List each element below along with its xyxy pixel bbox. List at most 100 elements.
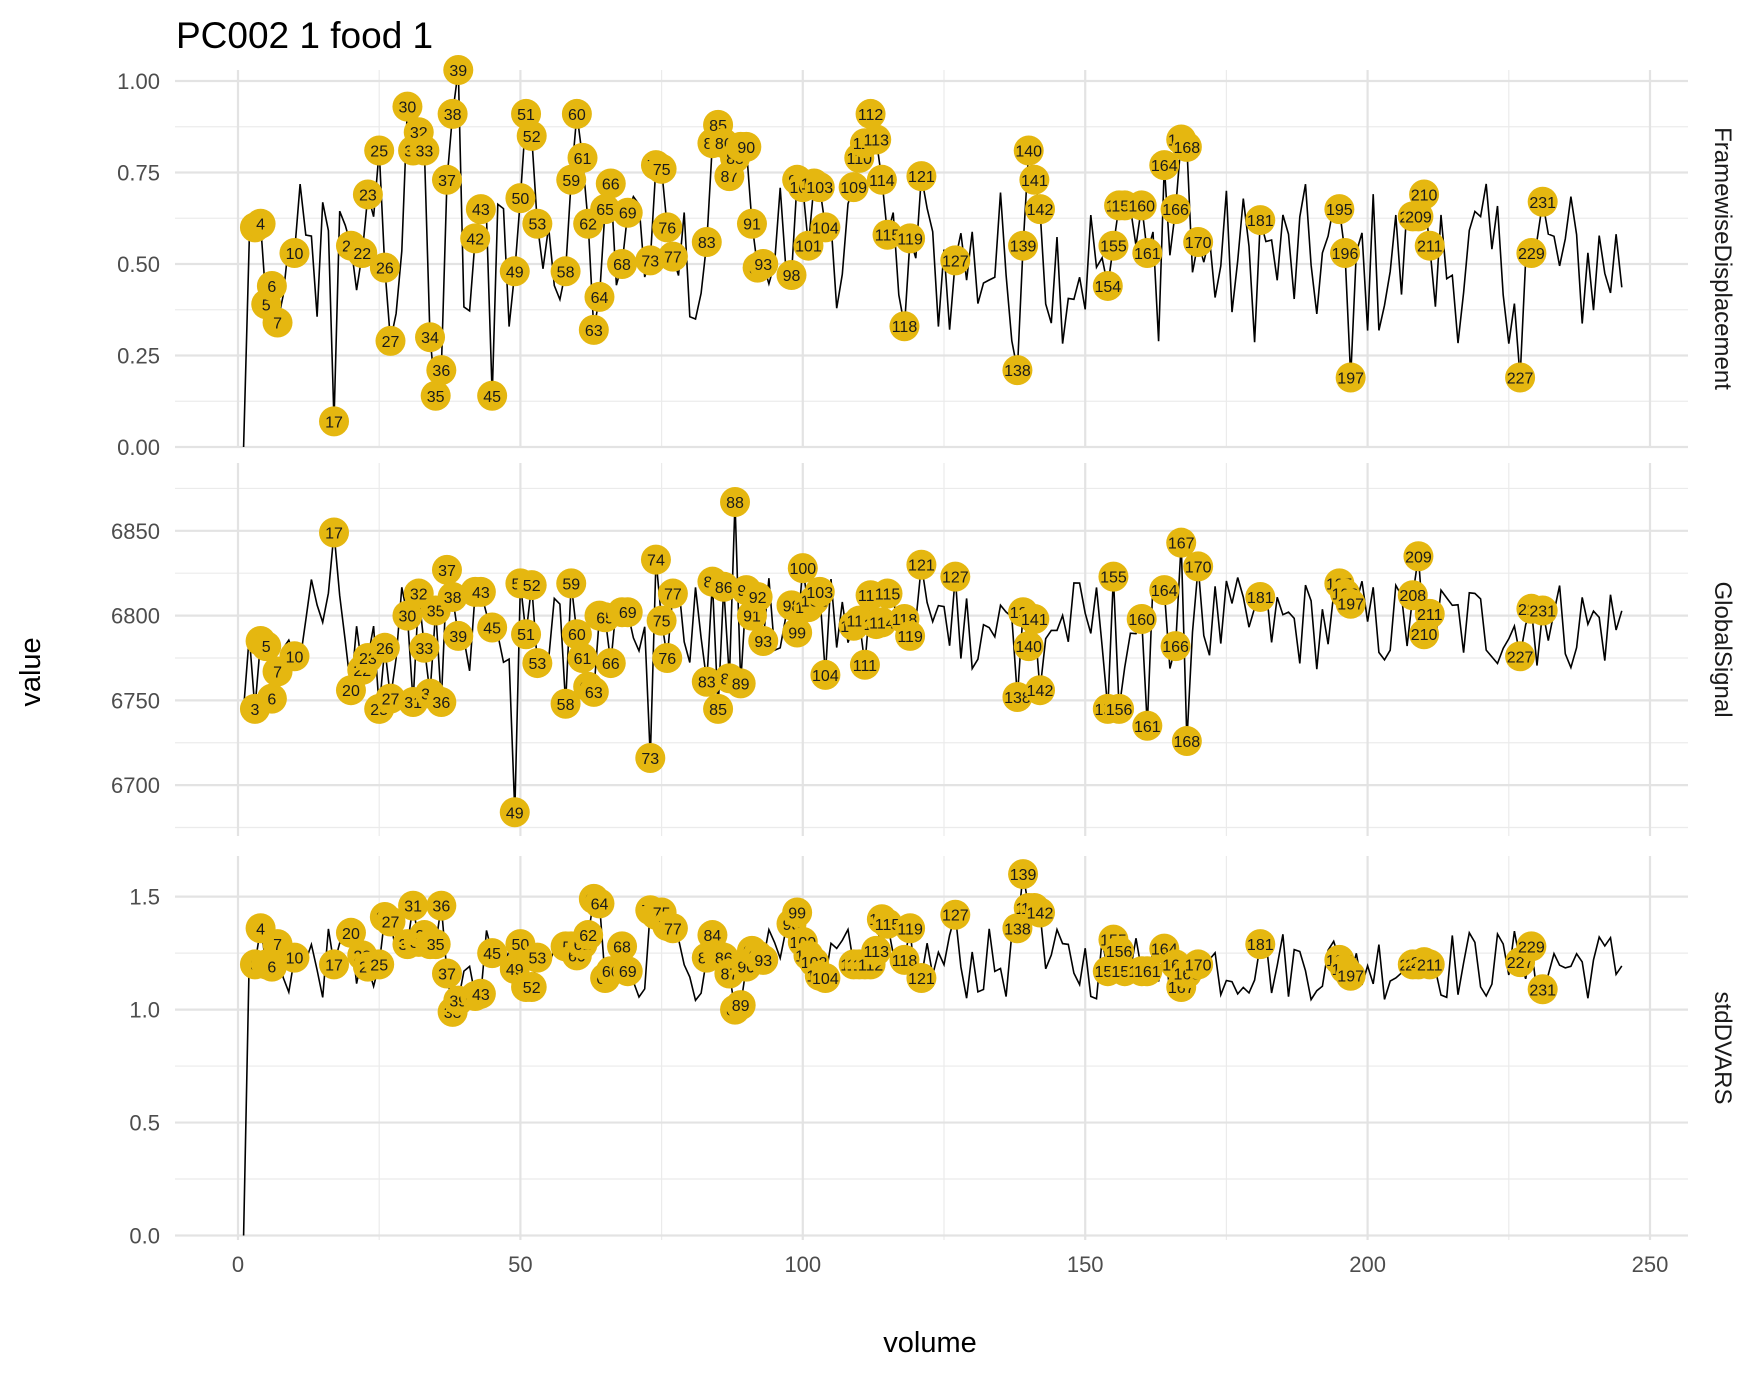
panel-strip-label: FramewiseDisplacement (1709, 127, 1736, 390)
outlier-point: 83 (691, 227, 722, 258)
outlier-point: 112 (855, 98, 886, 129)
outlier-marker (810, 962, 841, 993)
outlier-point: 127 (940, 245, 971, 276)
outlier-label: 164 (1151, 583, 1178, 600)
outlier-label: 138 (1004, 363, 1031, 380)
outlier-marker (810, 212, 841, 243)
outlier-point: 43 (465, 194, 496, 225)
outlier-marker (364, 949, 395, 980)
outlier-point: 77 (657, 578, 688, 609)
outlier-marker (652, 642, 683, 673)
outlier-label: 26 (376, 261, 394, 278)
outlier-point: 93 (748, 944, 779, 975)
outlier-marker (420, 929, 451, 960)
outlier-label: 115 (875, 587, 901, 604)
y-axis-title: value (15, 637, 47, 706)
outlier-marker (460, 223, 491, 254)
outlier-label: 112 (858, 107, 884, 124)
outlier-label: 34 (421, 330, 439, 347)
outlier-marker (782, 617, 813, 648)
outlier-point: 39 (443, 620, 474, 651)
outlier-point: 49 (499, 256, 530, 287)
outlier-marker (1104, 693, 1135, 724)
outlier-label: 121 (908, 169, 935, 186)
outlier-label: 211 (1417, 607, 1443, 624)
outlier-point: 30 (392, 91, 423, 122)
outlier-marker (561, 98, 592, 129)
outlier-label: 20 (342, 683, 360, 700)
outlier-marker (431, 958, 462, 989)
outlier-label: 66 (602, 656, 620, 673)
outlier-label: 181 (1247, 937, 1274, 954)
outlier-label: 140 (1015, 639, 1042, 656)
outlier-point: 90 (731, 131, 762, 162)
outlier-label: 77 (664, 587, 682, 604)
outlier-label: 90 (737, 140, 755, 157)
outlier-point: 53 (522, 208, 553, 239)
outlier-label: 119 (897, 921, 923, 938)
outlier-point: 142 (1025, 194, 1056, 225)
outlier-point: 68 (607, 931, 638, 962)
panels: 0.00 0.25 0.50 0.75 1.00 FramewiseDisplacemen… (111, 55, 1736, 1248)
outlier-point: 166 (1160, 194, 1191, 225)
outlier-label: 77 (664, 250, 682, 267)
outlier-label: 91 (743, 609, 761, 626)
outlier-label: 138 (1004, 690, 1031, 707)
outlier-label: 119 (897, 231, 923, 248)
outlier-marker (1527, 595, 1558, 626)
outlier-marker (1008, 859, 1039, 890)
outlier-point: 119 (895, 620, 926, 651)
outlier-label: 33 (415, 641, 433, 658)
outlier-point: 127 (940, 561, 971, 592)
outlier-marker (595, 168, 626, 199)
outlier-point: 115 (872, 908, 903, 939)
outlier-marker (256, 683, 287, 714)
panel-FramewiseDisplacement: 0.00 0.25 0.50 0.75 1.00 FramewiseDisplacemen… (117, 55, 1736, 460)
outlier-marker (347, 238, 378, 269)
outlier-marker (782, 897, 813, 928)
outlier-label: 170 (1185, 559, 1212, 576)
outlier-label: 75 (653, 614, 671, 631)
outlier-label: 231 (1529, 604, 1556, 621)
outlier-marker (431, 164, 462, 195)
outlier-marker (1019, 603, 1050, 634)
outlier-label: 37 (438, 966, 456, 983)
outlier-marker (895, 620, 926, 651)
outlier-point: 92 (742, 581, 773, 612)
outlier-label: 142 (1027, 683, 1054, 700)
outlier-marker (1516, 238, 1547, 269)
outlier-point: 160 (1126, 190, 1157, 221)
outlier-point: 118 (889, 311, 920, 342)
outlier-point: 25 (364, 135, 395, 166)
outlier-point: 60 (561, 98, 592, 129)
outlier-marker (477, 380, 508, 411)
outlier-marker (1008, 230, 1039, 261)
outlier-marker (1132, 710, 1163, 741)
series-line (242, 69, 1623, 448)
outlier-label: 101 (795, 239, 822, 256)
outlier-point: 7 (262, 307, 293, 338)
outlier-marker (1171, 726, 1202, 757)
outlier-label: 69 (619, 605, 637, 622)
outlier-label: 87 (720, 169, 738, 186)
outlier-point: 139 (1008, 859, 1039, 890)
outlier-label: 89 (732, 676, 750, 693)
outlier-point: 65 (590, 194, 621, 225)
outlier-marker (1245, 205, 1276, 236)
outlier-label: 5 (262, 639, 271, 656)
outlier-marker (906, 962, 937, 993)
x-tick-label: 100 (784, 1252, 821, 1277)
outlier-marker (1171, 131, 1202, 162)
outlier-label: 83 (698, 235, 716, 252)
outlier-label: 119 (897, 629, 923, 646)
outlier-point: 164 (1149, 575, 1180, 606)
outlier-marker (369, 252, 400, 283)
outlier-label: 53 (528, 951, 546, 968)
outlier-label: 62 (579, 217, 597, 234)
y-tick-label: 0.50 (117, 252, 160, 277)
outlier-marker (1126, 190, 1157, 221)
outlier-point: 61 (567, 142, 598, 173)
outlier-marker (1505, 641, 1536, 672)
outlier-label: 155 (1100, 239, 1127, 256)
